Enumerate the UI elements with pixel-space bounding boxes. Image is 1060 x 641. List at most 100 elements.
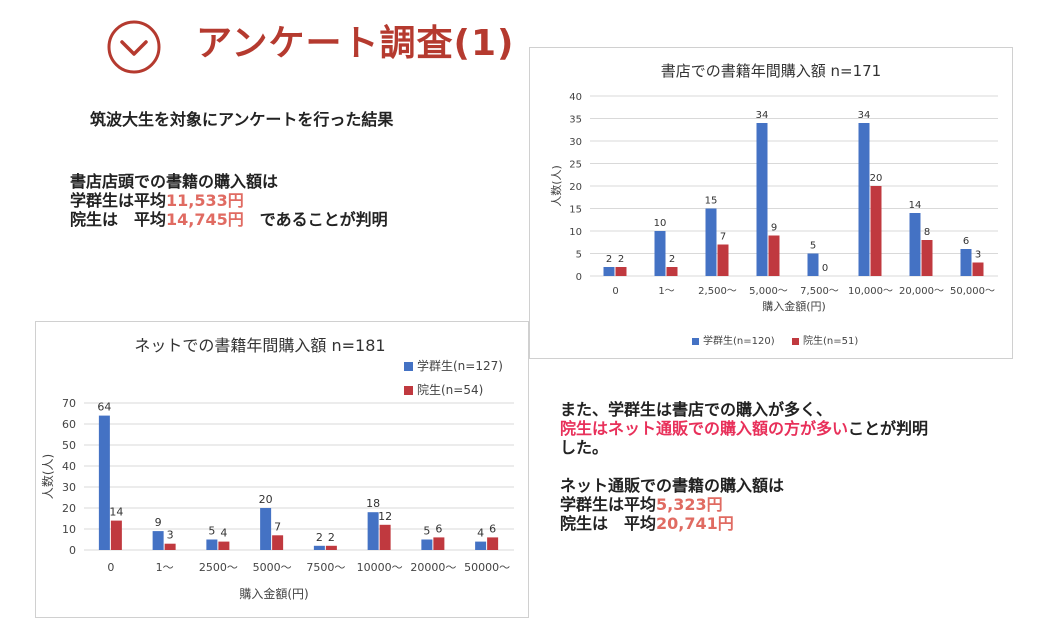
category-label: 20,000〜 [899, 286, 944, 297]
category-label: 7500〜 [306, 561, 345, 574]
intro-text: 筑波大生を対象にアンケートを行った結果 [90, 110, 394, 129]
category-label: 2500〜 [199, 561, 238, 574]
data-label: 34 [756, 110, 769, 121]
y-tick-label: 0 [69, 544, 76, 557]
bar-undergrad [858, 123, 870, 276]
category-label: 5000〜 [253, 561, 292, 574]
store-summary-line2: 学群生は平均11,533円 [70, 191, 388, 210]
bar-undergrad [260, 508, 272, 550]
bar-grad [379, 524, 391, 550]
data-label: 7 [274, 520, 281, 533]
data-label: 6 [963, 236, 969, 247]
bar-undergrad [909, 213, 921, 276]
data-label: 5 [208, 525, 215, 538]
net-summary-line1: また、学群生は書店での購入が多く、 [560, 400, 833, 419]
net-summary: また、学群生は書店での購入が多く、 院生はネット通販での購入額の方が多いことが判… [560, 400, 928, 533]
bar-undergrad [960, 249, 972, 276]
net-summary-line4: ネット通販での書籍の購入額は [560, 476, 785, 495]
category-label: 0 [107, 561, 114, 574]
data-label: 2 [618, 254, 624, 265]
data-label: 12 [378, 510, 392, 523]
y-tick-label: 5 [576, 250, 582, 261]
store-summary: 書店店頭での書籍の購入額は 学群生は平均11,533円 院生は 平均14,745… [70, 172, 388, 229]
bar-undergrad [475, 541, 487, 550]
net-undergrad-label: 学群生は平均 [560, 495, 657, 514]
y-tick-label: 30 [62, 481, 76, 494]
y-tick-label: 15 [569, 205, 582, 216]
bar-grad [218, 541, 230, 550]
data-label: 6 [489, 522, 496, 535]
y-tick-label: 50 [62, 439, 76, 452]
category-label: 50,000〜 [950, 286, 995, 297]
y-tick-label: 10 [62, 523, 76, 536]
data-label: 18 [366, 497, 380, 510]
net-summary-line2: 院生はネット通販での購入額の方が多いことが判明 [560, 419, 928, 438]
data-label: 3 [167, 529, 174, 542]
bar-undergrad [756, 123, 768, 276]
net-summary-line6: 院生は 平均20,741円 [560, 514, 928, 533]
data-label: 14 [109, 506, 123, 519]
y-tick-label: 20 [569, 182, 582, 193]
category-label: 10,000〜 [848, 286, 893, 297]
category-label: 5,000〜 [749, 286, 788, 297]
net-chart: ネットでの書籍年間購入額 n=181010203040506070人数(人)64… [40, 336, 514, 601]
data-label: 2 [316, 531, 323, 544]
y-axis-label: 人数(人) [550, 165, 563, 207]
bar-grad [717, 244, 729, 276]
bar-undergrad [603, 267, 615, 276]
y-tick-label: 25 [569, 160, 582, 171]
bar-grad [487, 537, 499, 550]
bar-undergrad [152, 531, 164, 550]
data-label: 6 [435, 522, 442, 535]
category-label: 2,500〜 [698, 286, 737, 297]
bar-grad [972, 262, 984, 276]
category-label: 7,500〜 [800, 286, 839, 297]
y-tick-label: 20 [62, 502, 76, 515]
legend-swatch [404, 386, 413, 395]
y-tick-label: 35 [569, 115, 582, 126]
net-chart-panel: ネットでの書籍年間購入額 n=181 0 10 20 30 40 50 60 70 人数(人) 64… [35, 321, 529, 618]
data-label: 10 [654, 218, 667, 229]
category-label: 20000〜 [410, 561, 456, 574]
bar-grad [666, 267, 678, 276]
bar-undergrad [313, 545, 325, 550]
data-label: 9 [771, 223, 777, 234]
data-label: 5 [810, 241, 816, 252]
y-axis-label: 人数(人) [40, 454, 55, 499]
net-summary-line3: した。 [560, 438, 609, 457]
data-label: 2 [669, 254, 675, 265]
legend-swatch [692, 338, 699, 345]
data-label: 2 [606, 254, 612, 265]
store-undergrad-value: 11,533円 [166, 191, 244, 210]
bar-grad [870, 186, 882, 276]
net-summary-line2-suffix: ことが判明 [848, 419, 929, 438]
legend-entry: 院生(n=51) [803, 334, 858, 347]
bar-grad [615, 267, 627, 276]
data-label: 4 [477, 527, 484, 540]
bar-undergrad [206, 539, 218, 550]
bar-grad [768, 235, 780, 276]
bar-undergrad [705, 208, 717, 276]
legend-swatch [792, 338, 799, 345]
bar-undergrad [421, 539, 433, 550]
net-summary-highlight: 院生はネット通販での購入額の方が多い [560, 419, 849, 438]
chart-title: ネットでの書籍年間購入額 n=181 [134, 336, 385, 355]
y-tick-label: 70 [62, 397, 76, 410]
category-label: 0 [612, 286, 618, 297]
net-summary-line5: 学群生は平均5,323円 [560, 495, 928, 514]
store-summary-line1: 書店店頭での書籍の購入額は [70, 172, 279, 191]
data-label: 3 [975, 250, 981, 261]
legend-entry: 学群生(n=120) [703, 334, 775, 347]
data-label: 64 [97, 401, 111, 414]
bar-grad [272, 535, 284, 550]
data-label: 14 [909, 200, 922, 211]
legend-swatch [404, 362, 413, 371]
chart-title: 書店での書籍年間購入額 n=171 [661, 62, 881, 80]
y-tick-label: 60 [62, 418, 76, 431]
bar-undergrad [654, 231, 666, 276]
y-tick-label: 0 [576, 272, 582, 283]
data-label: 20 [870, 173, 883, 184]
data-label: 7 [720, 232, 726, 243]
data-label: 34 [858, 110, 871, 121]
